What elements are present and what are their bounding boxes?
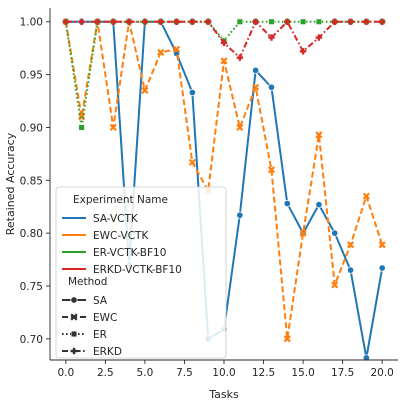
data-point-ewc-vctk xyxy=(188,158,196,166)
legend-item-label: ER-VCTK-BF10 xyxy=(93,247,166,259)
y-tick-label: 0.95 xyxy=(20,70,43,82)
data-point-ewc-vctk xyxy=(283,335,291,343)
data-point-ewc-vctk xyxy=(315,131,323,139)
legend-style-marker xyxy=(70,330,78,338)
data-point-ewc-vctk xyxy=(220,57,228,65)
legend-item-label: EWC-VCTK xyxy=(93,230,149,242)
legend-style-label: EWC xyxy=(93,312,117,324)
legend-style-title: Method xyxy=(68,276,107,288)
data-point-sa-vctk xyxy=(362,354,370,362)
legend-item-label: SA-VCTK xyxy=(93,213,139,225)
x-tick-label: 0.0 xyxy=(57,367,74,379)
data-point-erkd-vctk-bf10 xyxy=(204,18,212,25)
legend-style-marker xyxy=(70,313,78,321)
y-axis-label: Retained Accuracy xyxy=(4,132,17,235)
data-point-erkd-vctk-bf10 xyxy=(347,18,354,25)
data-point-sa-vctk xyxy=(252,66,260,74)
data-point-sa-vctk xyxy=(283,200,291,208)
y-tick-label: 0.85 xyxy=(20,175,43,187)
data-point-erkd-vctk-bf10 xyxy=(220,39,228,47)
data-point-erkd-vctk-bf10 xyxy=(252,18,259,25)
data-point-erkd-vctk-bf10 xyxy=(157,18,164,25)
legend-item-label: ERKD-VCTK-BF10 xyxy=(93,264,182,276)
y-tick-label: 0.90 xyxy=(20,122,43,134)
legend-style-marker xyxy=(70,347,78,355)
data-point-erkd-vctk-bf10 xyxy=(363,18,370,25)
data-point-sa-vctk xyxy=(236,211,244,219)
ticks: 0.0 2.5 5.0 7.5 10.0 12.5 15.0 17.5 20.0 0.70 0.75… xyxy=(20,17,394,379)
data-point-ewc-vctk xyxy=(362,192,370,200)
x-tick-label: 10.0 xyxy=(212,367,235,379)
data-point-erkd-vctk-bf10 xyxy=(110,18,117,25)
data-point-erkd-vctk-bf10 xyxy=(94,18,101,25)
x-tick-label: 20.0 xyxy=(370,367,393,379)
data-point-ewc-vctk xyxy=(378,241,386,249)
data-point-ewc-vctk xyxy=(252,83,260,91)
data-point-ewc-vctk xyxy=(109,123,117,132)
data-point-erkd-vctk-bf10 xyxy=(236,54,244,61)
data-point-er-vctk-bf10 xyxy=(268,18,275,25)
legend-style-label: ERKD xyxy=(93,346,122,358)
legend-style-label: ER xyxy=(93,329,107,341)
data-point-erkd-vctk-bf10 xyxy=(189,18,196,25)
data-point-erkd-vctk-bf10 xyxy=(284,18,291,25)
x-tick-label: 15.0 xyxy=(291,367,314,379)
x-tick-label: 2.5 xyxy=(97,367,114,379)
data-point-ewc-vctk xyxy=(236,123,244,132)
data-point-erkd-vctk-bf10 xyxy=(173,18,180,25)
data-point-erkd-vctk-bf10 xyxy=(331,18,338,25)
data-point-erkd-vctk-bf10 xyxy=(78,18,85,25)
series-line-er-vctk-bf10 xyxy=(64,20,383,129)
data-point-er-vctk-bf10 xyxy=(300,18,307,25)
data-point-ewc-vctk xyxy=(331,281,339,289)
data-point-ewc-vctk xyxy=(78,113,86,121)
data-point-er-vctk-bf10 xyxy=(78,124,85,131)
data-point-sa-vctk xyxy=(331,229,339,237)
data-point-erkd-vctk-bf10 xyxy=(299,48,307,55)
x-axis-label: Tasks xyxy=(208,388,239,401)
data-point-ewc-vctk xyxy=(141,86,149,95)
data-point-er-vctk-bf10 xyxy=(236,18,243,25)
legend-style-label: SA xyxy=(93,295,108,307)
data-point-sa-vctk xyxy=(267,83,276,91)
data-point-sa-vctk xyxy=(346,266,355,274)
data-point-sa-vctk xyxy=(188,89,196,97)
data-point-ewc-vctk xyxy=(346,241,355,249)
data-point-erkd-vctk-bf10 xyxy=(378,18,386,25)
data-point-ewc-vctk xyxy=(157,48,165,56)
plot-area xyxy=(62,18,386,362)
data-point-er-vctk-bf10 xyxy=(315,18,322,25)
data-point-sa-vctk xyxy=(378,264,386,272)
data-point-ewc-vctk xyxy=(267,166,276,174)
y-tick-label: 1.00 xyxy=(20,17,43,29)
data-point-ewc-vctk xyxy=(299,229,307,237)
y-tick-label: 0.80 xyxy=(20,228,43,240)
data-point-erkd-vctk-bf10 xyxy=(315,34,323,41)
legend: Experiment Name Method SA-VCTK EWC-VCTK ER… xyxy=(55,186,227,359)
y-tick-label: 0.75 xyxy=(20,281,43,293)
x-tick-label: 17.5 xyxy=(331,367,354,379)
x-tick-label: 12.5 xyxy=(252,367,275,379)
legend-style-marker xyxy=(70,296,78,304)
legend-title: Experiment Name xyxy=(73,194,168,206)
data-point-sa-vctk xyxy=(315,201,323,209)
x-tick-label: 7.5 xyxy=(176,367,193,379)
y-tick-label: 0.70 xyxy=(20,334,43,346)
data-point-erkd-vctk-bf10 xyxy=(268,34,275,41)
data-point-erkd-vctk-bf10 xyxy=(62,18,70,25)
data-point-ewc-vctk xyxy=(172,45,181,53)
x-tick-label: 5.0 xyxy=(137,367,154,379)
legend-box xyxy=(55,186,227,359)
data-point-erkd-vctk-bf10 xyxy=(125,18,133,25)
data-point-erkd-vctk-bf10 xyxy=(141,18,149,25)
